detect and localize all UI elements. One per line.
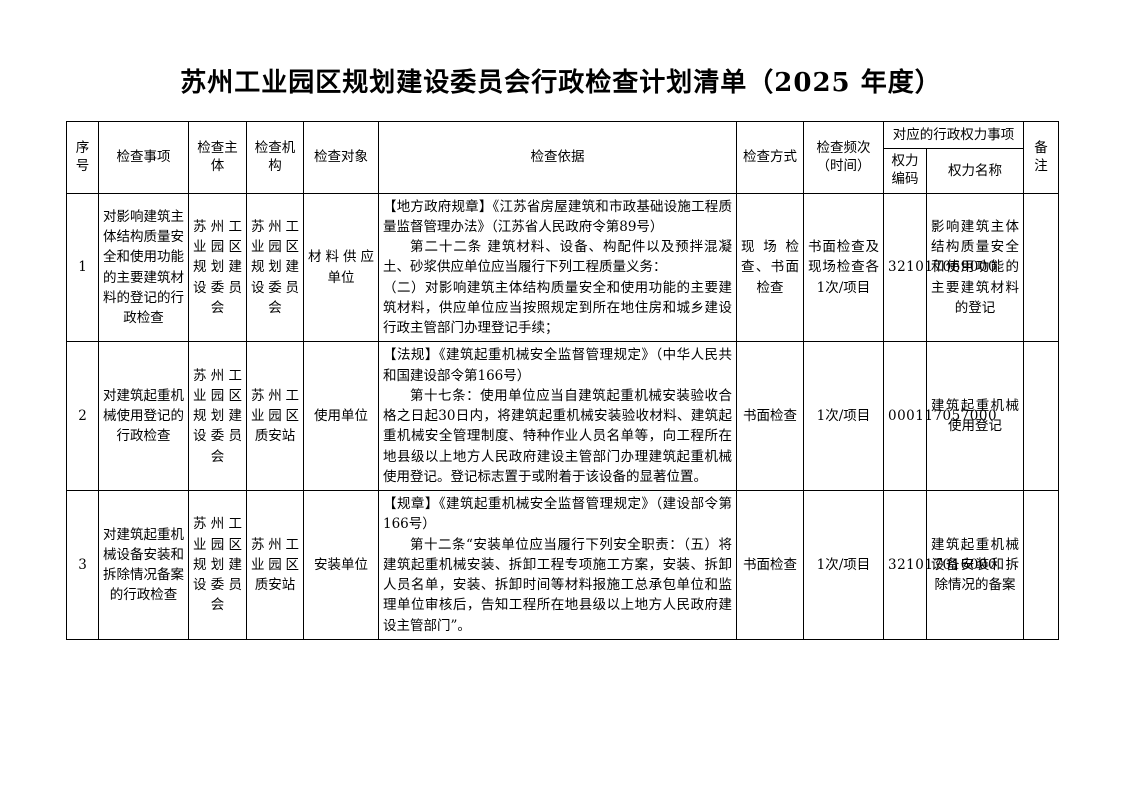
cell-power-code: 321017069000	[883, 192, 997, 343]
cell-subject: 苏州工业园区规划建设委员会	[188, 490, 247, 640]
cell-power-code: 000117057000	[883, 341, 997, 492]
cell-frequency: 1次/项目	[803, 341, 884, 492]
cell-power-name: 建筑起重机械使用登记	[926, 341, 1024, 492]
header-power-group: 对应的行政权力事项	[883, 120, 1024, 150]
table-row: 1 对影响建筑主体结构质量安全和使用功能的主要建筑材料的登记的行政检查 苏州工业…	[66, 192, 1059, 343]
table-header: 序号 检查事项 检查主体 检查机构 检查对象 检查依据 检查方式 检查频次（时间…	[66, 120, 1059, 194]
cell-basis: 【地方政府规章】《江苏省房屋建筑和市政基础设施工程质量监督管理办法》（江苏省人民…	[378, 192, 737, 343]
header-method-label: 检查方式	[743, 149, 797, 166]
cell-item: 对建筑起重机械设备安装和拆除情况备案的行政检查	[98, 490, 189, 640]
header-row-secondary: 权力编码 权力名称	[67, 148, 1059, 194]
header-item: 检查事项	[98, 121, 189, 194]
cell-target: 材料供应单位	[303, 192, 379, 343]
page-title: 苏州工业园区规划建设委员会行政检查计划清单（2025 年度）	[180, 68, 942, 98]
basis-paragraph-2: 第十二条“安装单位应当履行下列安全职责：（五）将建筑起重机械安装、拆卸工程专项施…	[383, 536, 732, 634]
header-target-label: 检查对象	[314, 149, 368, 166]
basis-paragraph-2: 第十七条：使用单位应当自建筑起重机械安装验收合格之日起30日内，将建筑起重机械安…	[383, 387, 732, 485]
cell-item: 对影响建筑主体结构质量安全和使用功能的主要建筑材料的登记的行政检查	[98, 192, 189, 343]
cell-power-name: 建筑起重机械设备安装和拆除情况的备案	[926, 490, 1024, 640]
header-basis: 检查依据	[378, 121, 737, 194]
header-target: 检查对象	[303, 121, 379, 194]
cell-no: 3	[66, 490, 99, 640]
table-row: 3 对建筑起重机械设备安装和拆除情况备案的行政检查 苏州工业园区规划建设委员会 …	[66, 490, 1059, 640]
cell-subject: 苏州工业园区规划建设委员会	[188, 341, 247, 492]
cell-item: 对建筑起重机械使用登记的行政检查	[98, 341, 189, 492]
header-org-label: 检查机构	[254, 139, 296, 174]
header-item-label: 检查事项	[116, 149, 171, 166]
basis-paragraph-2: 第二十二条 建筑材料、设备、构配件以及预拌混凝土、砂浆供应单位应当履行下列工程质…	[383, 239, 732, 276]
cell-remark	[1023, 192, 1059, 343]
cell-method: 现场检查、书面检查	[736, 192, 804, 343]
cell-remark	[1023, 341, 1059, 492]
header-no: 序号	[66, 121, 99, 194]
cell-power-name: 影响建筑主体结构质量安全和使用功能的主要建筑材料的登记	[926, 192, 1024, 343]
cell-org: 苏州工业园区质安站	[246, 341, 304, 492]
header-power-code-label: 权力编码	[891, 153, 919, 188]
basis-paragraph-1: 【规章】《建筑起重机械安全监督管理规定》（建设部令第166号）	[383, 496, 732, 533]
cell-org: 苏州工业园区规划建设委员会	[246, 192, 304, 343]
cell-frequency: 书面检查及现场检查各1次/项目	[803, 192, 884, 343]
header-frequency: 检查频次（时间）	[803, 121, 884, 194]
basis-paragraph-1: 【地方政府规章】《江苏省房屋建筑和市政基础设施工程质量监督管理办法》（江苏省人民…	[383, 198, 732, 235]
cell-target: 使用单位	[303, 341, 379, 492]
header-power-group-label: 对应的行政权力事项	[892, 127, 1015, 143]
inspection-plan-table: 序号 检查事项 检查主体 检查机构 检查对象 检查依据 检查方式 检查频次（时间…	[66, 120, 1059, 640]
header-remark: 备注	[1023, 121, 1059, 194]
basis-paragraph-1: 【法规】《建筑起重机械安全监督管理规定》（中华人民共和国建设部令第166号）	[383, 347, 732, 384]
cell-basis: 【法规】《建筑起重机械安全监督管理规定》（中华人民共和国建设部令第166号） 第…	[378, 341, 737, 492]
header-org: 检查机构	[246, 121, 304, 194]
cell-method: 书面检查	[736, 490, 804, 640]
header-subject: 检查主体	[188, 121, 247, 194]
header-row-primary: 序号 检查事项 检查主体 检查机构 检查对象 检查依据 检查方式 检查频次（时间…	[66, 120, 1059, 194]
cell-frequency: 1次/项目	[803, 490, 884, 640]
cell-target: 安装单位	[303, 490, 379, 640]
basis-paragraph-3: （二）对影响建筑主体结构质量安全和使用功能的主要建筑材料，供应单位应当按照规定到…	[383, 279, 732, 337]
header-subject-label: 检查主体	[197, 139, 238, 174]
cell-basis: 【规章】《建筑起重机械安全监督管理规定》（建设部令第166号） 第十二条“安装单…	[378, 490, 737, 640]
table-body: 1 对影响建筑主体结构质量安全和使用功能的主要建筑材料的登记的行政检查 苏州工业…	[66, 192, 1059, 640]
cell-remark	[1023, 490, 1059, 640]
header-method: 检查方式	[736, 121, 804, 194]
inspection-plan-table-wrapper: 序号 检查事项 检查主体 检查机构 检查对象 检查依据 检查方式 检查频次（时间…	[66, 120, 1059, 640]
header-basis-label: 检查依据	[530, 149, 585, 166]
header-power-name: 权力名称	[926, 148, 1024, 194]
table-row: 2 对建筑起重机械使用登记的行政检查 苏州工业园区规划建设委员会 苏州工业园区质…	[66, 341, 1059, 492]
cell-no: 2	[66, 341, 99, 492]
cell-org: 苏州工业园区质安站	[246, 490, 304, 640]
cell-no: 1	[66, 192, 99, 343]
cell-subject: 苏州工业园区规划建设委员会	[188, 192, 247, 343]
cell-power-code: 321017016000	[883, 490, 997, 640]
header-no-label: 序号	[75, 139, 90, 174]
header-power-code: 权力编码	[883, 148, 927, 194]
cell-method: 书面检查	[736, 341, 804, 492]
header-frequency-label: 检查频次（时间）	[816, 139, 871, 174]
header-remark-label: 备注	[1034, 139, 1048, 174]
header-power-name-label: 权力名称	[948, 162, 1002, 179]
